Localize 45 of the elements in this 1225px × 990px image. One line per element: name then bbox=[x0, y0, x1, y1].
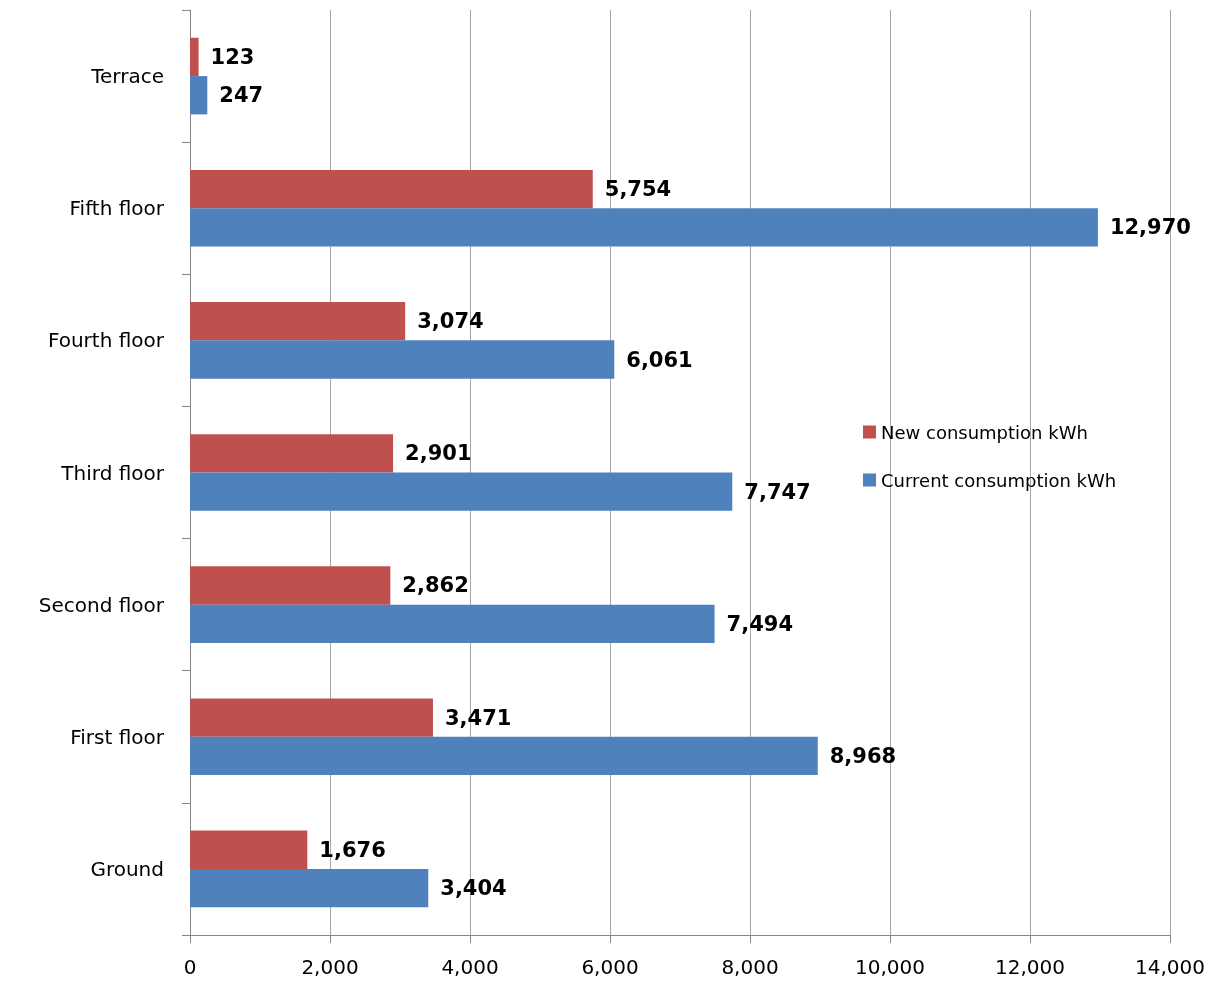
y-tick-label: First floor bbox=[70, 724, 165, 749]
data-label: 3,404 bbox=[440, 876, 507, 901]
x-tick-label: 4,000 bbox=[441, 955, 499, 979]
bar bbox=[190, 208, 1098, 247]
data-label: 6,061 bbox=[626, 347, 693, 372]
data-label: 247 bbox=[219, 83, 264, 108]
data-label: 3,471 bbox=[444, 705, 512, 730]
bar bbox=[190, 698, 433, 737]
data-label: 5,754 bbox=[604, 177, 672, 202]
y-tick-label: Second floor bbox=[38, 592, 165, 617]
bar bbox=[190, 76, 208, 115]
legend-label: Current consumption kWh bbox=[881, 469, 1117, 491]
x-tick-label: 12,000 bbox=[995, 955, 1065, 979]
data-label: 7,494 bbox=[726, 611, 794, 636]
x-tick-label: 2,000 bbox=[301, 955, 359, 979]
y-tick-label: Third floor bbox=[60, 460, 165, 485]
data-label: 8,968 bbox=[829, 743, 897, 768]
bar bbox=[190, 302, 406, 341]
y-tick-label: Ground bbox=[90, 856, 164, 881]
bar bbox=[190, 868, 429, 908]
data-label: 123 bbox=[210, 44, 255, 69]
legend-label: New consumption kWh bbox=[881, 421, 1088, 443]
bar bbox=[190, 830, 308, 869]
bar bbox=[190, 340, 615, 379]
x-tick-label: 0 bbox=[183, 955, 197, 979]
bar bbox=[190, 736, 818, 776]
bar bbox=[190, 604, 715, 643]
bar bbox=[190, 566, 391, 605]
y-tick-label: Fifth floor bbox=[69, 196, 165, 221]
y-tick-label: Fourth floor bbox=[47, 328, 165, 353]
bar bbox=[190, 472, 733, 511]
x-tick-label: 8,000 bbox=[721, 955, 779, 979]
data-label: 1,676 bbox=[319, 837, 386, 862]
bar bbox=[190, 37, 199, 77]
data-label: 7,747 bbox=[744, 479, 811, 504]
data-label: 2,862 bbox=[402, 573, 469, 598]
x-tick-label: 10,000 bbox=[855, 955, 925, 979]
x-tick-label: 6,000 bbox=[581, 955, 639, 979]
x-tick-label: 14,000 bbox=[1135, 955, 1205, 979]
data-label: 12,970 bbox=[1109, 215, 1191, 240]
bar bbox=[190, 434, 394, 473]
data-label: 3,074 bbox=[417, 309, 484, 334]
y-tick-label: Terrace bbox=[90, 64, 164, 89]
data-label: 2,901 bbox=[405, 441, 472, 466]
bar bbox=[190, 169, 593, 209]
